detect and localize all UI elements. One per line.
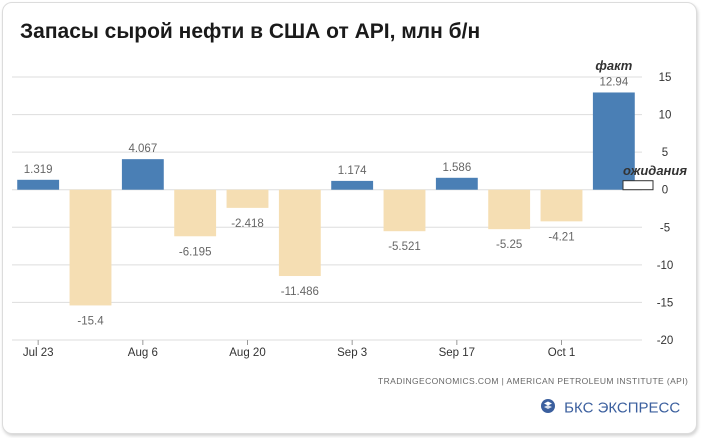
bar <box>226 189 269 208</box>
x-tick-label: Oct 1 <box>548 347 575 359</box>
y-tick-label: -15 <box>657 297 674 309</box>
data-label: -6.195 <box>179 246 212 258</box>
y-tick-label: -10 <box>657 260 674 272</box>
data-label: 1.174 <box>338 165 367 177</box>
brand-name: БКС ЭКСПРЕСС <box>564 399 681 417</box>
data-label: -2.418 <box>231 218 264 230</box>
brand-logo: БКС ЭКСПРЕСС <box>540 398 680 418</box>
data-label: 1.586 <box>442 162 471 174</box>
data-label: -5.521 <box>388 241 421 253</box>
data-label: 4.067 <box>128 143 157 155</box>
bar <box>540 189 583 222</box>
x-tick-label: Aug 6 <box>128 347 158 359</box>
data-label: -4.21 <box>548 231 574 243</box>
y-tick-label: 10 <box>659 110 672 122</box>
x-tick-label: Sep 17 <box>439 347 475 359</box>
x-tick-label: Sep 3 <box>337 347 367 359</box>
data-label: 12.94 <box>599 76 628 88</box>
y-tick-label: 5 <box>662 147 668 159</box>
legend-expected-label: ожидания <box>623 163 687 178</box>
legend-expected-box <box>622 180 654 191</box>
bar <box>592 92 635 190</box>
bar <box>331 180 374 190</box>
bar <box>435 177 478 190</box>
x-tick-label: Jul 23 <box>23 347 54 359</box>
bar <box>17 179 60 190</box>
source-attribution: TRADINGECONOMICS.COM | AMERICAN PETROLEU… <box>378 376 689 386</box>
bar <box>121 159 164 190</box>
y-tick-label: -20 <box>657 335 674 347</box>
bar <box>174 189 217 237</box>
data-label: -15.4 <box>77 315 104 327</box>
x-tick-label: Aug 20 <box>229 347 265 359</box>
x-axis: Jul 23 Aug 6 Aug 20 Sep 3 Sep 17 Oct 1 <box>23 340 575 359</box>
bar <box>488 189 531 230</box>
y-tick-label: 0 <box>662 185 668 197</box>
legend: факт ожидания <box>595 58 687 191</box>
bar <box>278 189 321 277</box>
y-tick-label: 15 <box>659 72 672 84</box>
data-label: -5.25 <box>496 239 522 251</box>
bars <box>17 92 635 306</box>
bar <box>69 189 112 306</box>
gridlines <box>12 76 642 341</box>
legend-actual-label: факт <box>595 58 632 73</box>
data-label: -11.486 <box>281 286 319 298</box>
y-tick-label: -5 <box>660 222 670 234</box>
y-axis: 15 10 5 0 -5 -10 -15 -20 <box>657 72 674 347</box>
data-label: 1.319 <box>24 164 53 176</box>
chart-title: Запасы сырой нефти в США от API, млн б/н <box>20 20 481 43</box>
data-labels: 1.319 -15.4 4.067 -6.195 -2.418 -11.486 1.174 -… <box>24 76 629 327</box>
bks-logo-icon <box>540 398 556 418</box>
bar <box>383 189 426 232</box>
